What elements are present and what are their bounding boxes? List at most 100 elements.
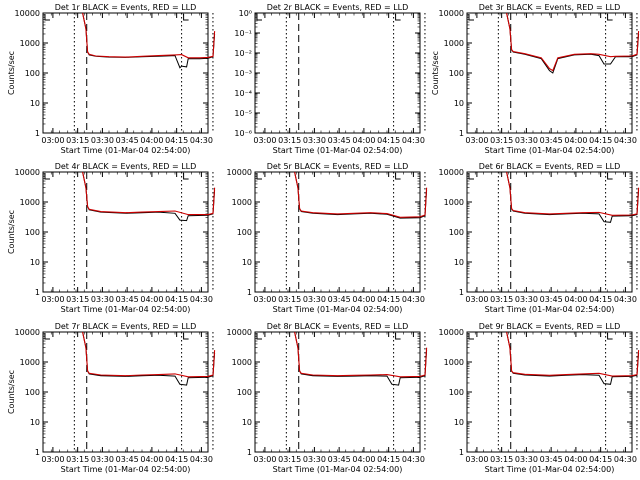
y-tick-label: 10000 <box>15 168 40 177</box>
flag-marker <box>395 173 401 180</box>
x-tick-label: 04:30 <box>614 455 637 464</box>
panel-9: Det 9r BLACK = Events, RED = LLD 1 10 100 10… <box>439 322 640 474</box>
series-lld-line <box>82 12 216 59</box>
x-tick-label: 04:15 <box>377 455 400 464</box>
x-tick-label: 03:45 <box>540 136 563 145</box>
y-tick-label: 10 <box>30 418 40 427</box>
axes-frame <box>254 331 421 453</box>
panel-title: Det 6r BLACK = Events, RED = LLD <box>479 162 621 171</box>
axes-frame <box>466 12 633 134</box>
x-tick-label: 04:15 <box>377 136 400 145</box>
x-tick-label: 03:30 <box>303 295 326 304</box>
panel-7: Det 7r BLACK = Events, RED = LLD 1 10 100 10… <box>7 322 216 474</box>
y-tick-label: 10000 <box>227 168 252 177</box>
y-tick-label: 1000 <box>20 39 40 48</box>
x-tick-label: 03:00 <box>465 295 488 304</box>
x-tick-label: 04:30 <box>402 295 425 304</box>
y-tick-label: 1000 <box>232 358 252 367</box>
y-tick-label: 10⁰ <box>239 9 252 18</box>
y-tick-label: 1 <box>459 129 464 138</box>
y-tick-label: 10 <box>30 258 40 267</box>
flag-marker <box>256 173 262 180</box>
x-tick-label: 04:30 <box>190 455 213 464</box>
y-tick-label: 10 <box>454 99 464 108</box>
panel-4: Det 4r BLACK = Events, RED = LLD 1 10 100 10… <box>7 162 216 314</box>
series-lld-line <box>294 171 428 218</box>
x-tick-label: 03:45 <box>328 295 351 304</box>
x-tick-label: 04:30 <box>614 295 637 304</box>
x-tick-label: 04:00 <box>564 455 587 464</box>
y-tick-label: 1000 <box>444 198 464 207</box>
axes-frame <box>42 331 209 453</box>
panel-title: Det 1r BLACK = Events, RED = LLD <box>55 3 197 12</box>
y-tick-label: 1000 <box>232 198 252 207</box>
x-tick-label: 03:45 <box>540 295 563 304</box>
panel-5: Det 5r BLACK = Events, RED = LLD 1 10 100 10… <box>227 162 428 314</box>
x-tick-label: 03:00 <box>253 295 276 304</box>
flag-marker <box>256 333 262 340</box>
x-axis-label: Start Time (01-Mar-04 02:54:00) <box>61 146 191 155</box>
flag-marker <box>607 333 613 340</box>
x-tick-label: 04:15 <box>377 295 400 304</box>
y-tick-label: 100 <box>25 388 40 397</box>
axes-frame <box>466 331 633 453</box>
x-tick-label: 04:30 <box>402 455 425 464</box>
x-tick-label: 03:30 <box>515 136 538 145</box>
x-tick-label: 03:30 <box>303 136 326 145</box>
panel-title: Det 8r BLACK = Events, RED = LLD <box>267 322 409 331</box>
panel-8: Det 8r BLACK = Events, RED = LLD 1 10 100 10… <box>227 322 428 474</box>
flag-marker <box>607 173 613 180</box>
flag-marker <box>44 173 50 180</box>
x-tick-label: 03:15 <box>278 295 301 304</box>
x-axis-label: Start Time (01-Mar-04 02:54:00) <box>485 146 615 155</box>
y-tick-label: 1000 <box>444 358 464 367</box>
x-tick-label: 03:00 <box>41 455 64 464</box>
x-tick-label: 04:00 <box>352 295 375 304</box>
x-tick-label: 04:00 <box>352 136 375 145</box>
x-tick-label: 03:30 <box>515 455 538 464</box>
series-lld-line <box>82 331 216 378</box>
x-tick-label: 03:15 <box>278 136 301 145</box>
panel-title: Det 7r BLACK = Events, RED = LLD <box>55 322 197 331</box>
x-tick-label: 03:00 <box>253 455 276 464</box>
axes-frame <box>254 171 421 293</box>
x-tick-label: 03:00 <box>253 136 276 145</box>
x-tick-label: 04:15 <box>589 136 612 145</box>
flag-marker <box>256 14 262 21</box>
y-tick-label: 10000 <box>439 9 464 18</box>
panel-6: Det 6r BLACK = Events, RED = LLD 1 10 100 10… <box>439 162 640 314</box>
x-tick-label: 04:00 <box>140 136 163 145</box>
y-tick-label: 10 <box>242 258 252 267</box>
y-tick-label: 100 <box>449 388 464 397</box>
x-axis-label: Start Time (01-Mar-04 02:54:00) <box>485 465 615 474</box>
y-axis-label: Counts/sec <box>431 51 440 95</box>
x-tick-label: 03:15 <box>490 136 513 145</box>
panel-3: Det 3r BLACK = Events, RED = LLD 1 10 100 10… <box>431 3 640 155</box>
y-tick-label: 10000 <box>227 328 252 337</box>
y-tick-label: 10000 <box>439 328 464 337</box>
x-tick-label: 04:00 <box>352 455 375 464</box>
x-axis-label: Start Time (01-Mar-04 02:54:00) <box>61 465 191 474</box>
x-tick-label: 04:15 <box>589 295 612 304</box>
y-tick-label: 1000 <box>444 39 464 48</box>
y-tick-label: 10⁻¹ <box>234 29 252 38</box>
y-tick-label: 100 <box>25 69 40 78</box>
series-lld-line <box>506 331 640 377</box>
y-tick-label: 10000 <box>15 328 40 337</box>
y-tick-label: 1000 <box>20 358 40 367</box>
y-tick-label: 10 <box>30 99 40 108</box>
y-tick-label: 10⁻³ <box>234 69 252 78</box>
x-tick-label: 03:45 <box>116 295 139 304</box>
x-tick-label: 03:30 <box>303 455 326 464</box>
y-tick-label: 10⁻² <box>234 49 252 58</box>
series-lld-line <box>294 331 428 378</box>
series-lld-line <box>82 171 216 216</box>
x-tick-label: 04:15 <box>165 136 188 145</box>
y-tick-label: 1 <box>35 129 40 138</box>
x-tick-label: 03:15 <box>66 455 89 464</box>
x-tick-label: 03:45 <box>328 455 351 464</box>
flag-marker <box>183 333 189 340</box>
x-tick-label: 03:30 <box>91 455 114 464</box>
y-tick-label: 1 <box>459 448 464 457</box>
x-tick-label: 03:00 <box>465 136 488 145</box>
